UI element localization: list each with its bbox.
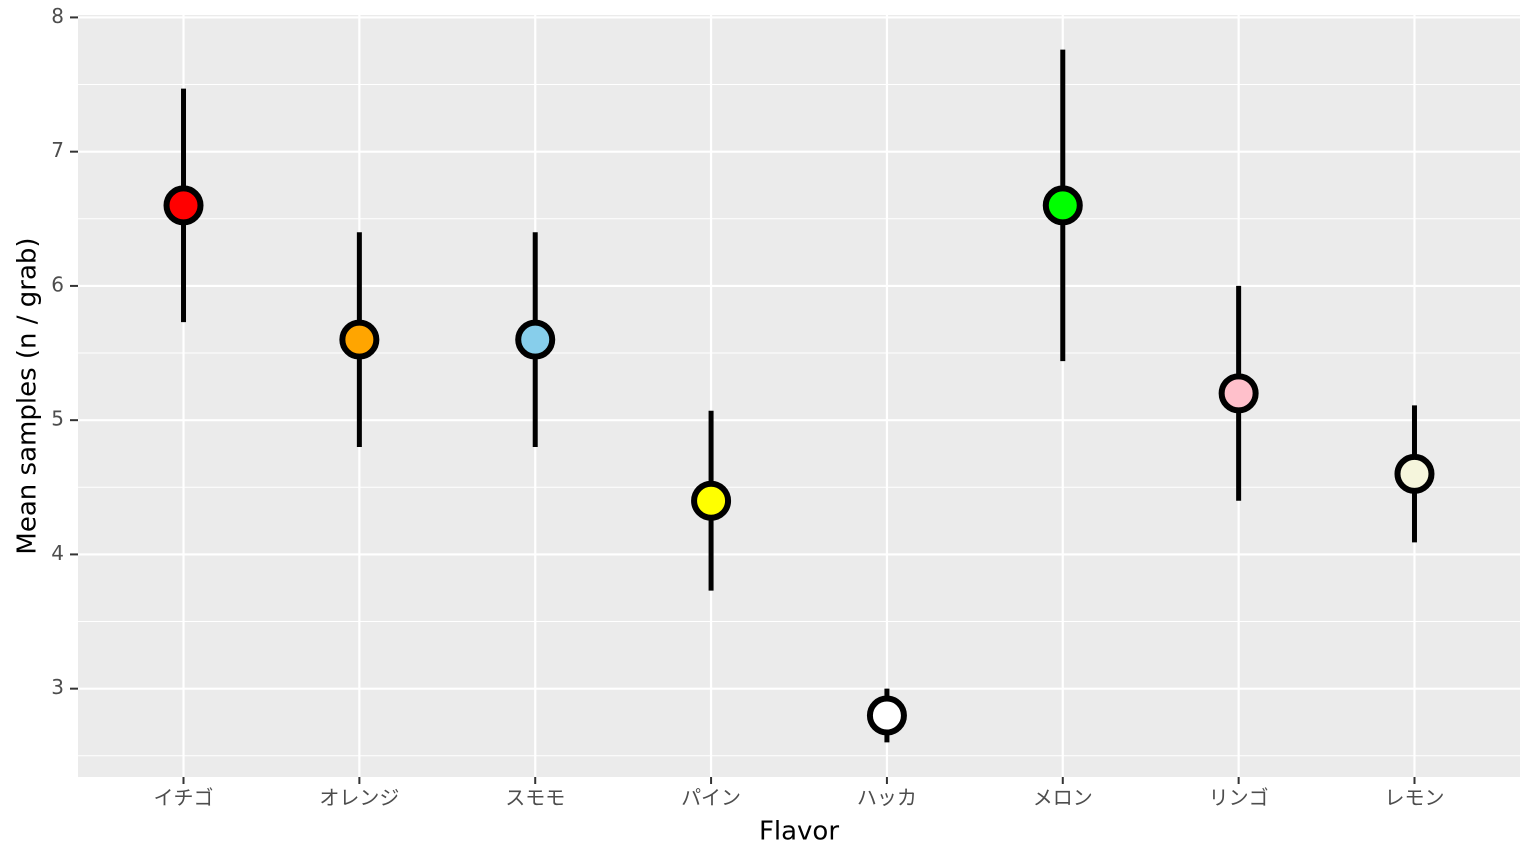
y-axis-title: Mean samples (n / grab) bbox=[13, 237, 43, 554]
point bbox=[339, 319, 380, 360]
x-tick-label: イチゴ bbox=[154, 786, 214, 810]
point bbox=[1042, 185, 1083, 226]
y-tick-label: 3 bbox=[51, 675, 64, 699]
y-tick-label: 7 bbox=[51, 138, 64, 162]
x-tick-label: ハッカ bbox=[857, 786, 917, 810]
x-tick-label: オレンジ bbox=[319, 786, 399, 810]
point bbox=[515, 319, 556, 360]
x-tick-label: メロン bbox=[1033, 786, 1093, 810]
point bbox=[163, 185, 204, 226]
y-tick-label: 5 bbox=[51, 407, 64, 431]
y-tick-label: 8 bbox=[51, 4, 64, 28]
y-tick-label: 4 bbox=[51, 541, 64, 565]
y-tick-label: 6 bbox=[51, 272, 64, 296]
point bbox=[1394, 453, 1435, 494]
panel bbox=[78, 15, 1520, 777]
x-tick-label: スモモ bbox=[505, 786, 565, 810]
x-tick-label: リンゴ bbox=[1209, 786, 1269, 810]
x-tick-label: パイン bbox=[681, 786, 741, 810]
point bbox=[691, 480, 732, 521]
x-tick-label: レモン bbox=[1384, 786, 1444, 810]
x-axis-title: Flavor bbox=[759, 817, 839, 847]
point bbox=[1218, 373, 1259, 414]
point bbox=[866, 695, 907, 736]
